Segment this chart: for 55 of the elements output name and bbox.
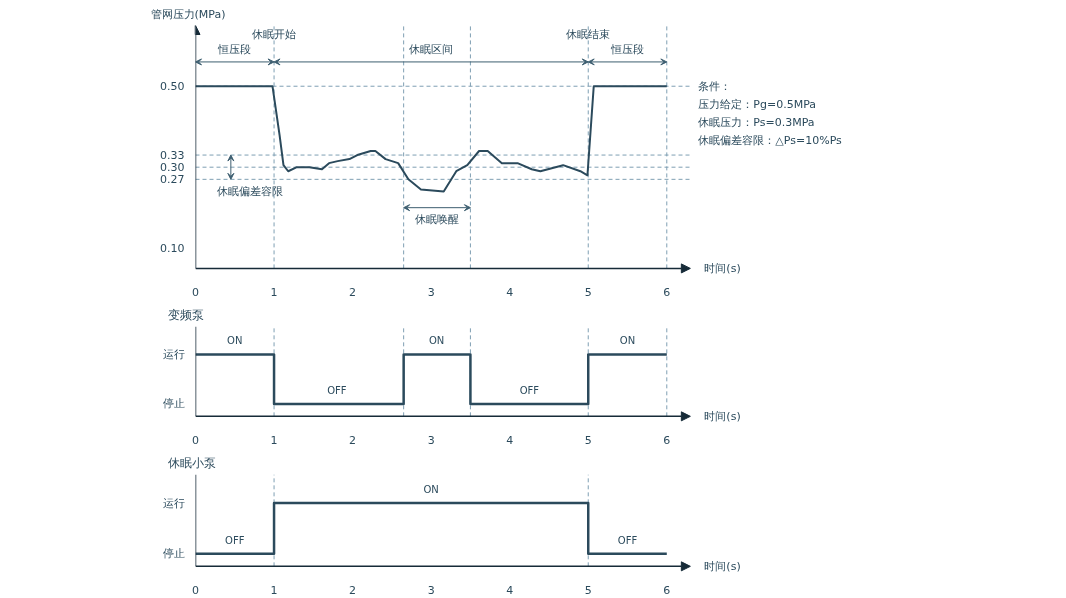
y-tick-label: 0.10 <box>160 242 185 256</box>
annotation: OFF <box>225 534 245 546</box>
y-tick-label: 0.50 <box>160 80 185 94</box>
text: 停止 <box>162 547 185 561</box>
annotation: ON <box>428 335 445 347</box>
text: 条件： <box>698 79 732 93</box>
x-tick-label: 4 <box>506 433 514 447</box>
x-tick-label: 1 <box>270 285 278 299</box>
x-axis-title: 时间(s) <box>704 559 741 573</box>
x-tick-label: 3 <box>427 583 435 597</box>
x-tick-label: 6 <box>663 583 671 597</box>
annotation: 恒压段 <box>610 42 645 56</box>
x-tick-label: 0 <box>192 433 199 447</box>
annotation: ON <box>619 335 636 347</box>
x-tick-label: 0 <box>192 583 199 597</box>
annotation: ON <box>227 335 243 347</box>
x-tick-label: 3 <box>427 285 435 299</box>
x-tick-label: 2 <box>349 433 357 447</box>
x-tick-label: 2 <box>349 285 357 299</box>
x-tick-label: 2 <box>349 583 357 597</box>
x-tick-label: 1 <box>270 583 278 597</box>
annotation: 恒压段 <box>217 42 252 56</box>
y-tick-label: 0.27 <box>160 173 185 187</box>
text: 压力给定：Pg=0.5MPa <box>698 97 817 111</box>
y-tick-label: 0.30 <box>160 161 185 175</box>
x-axis-title: 时间(s) <box>704 409 741 423</box>
y-tick-label: 0.33 <box>160 149 185 163</box>
x-tick-label: 3 <box>427 433 435 447</box>
x-tick-label: 4 <box>506 285 514 299</box>
annotation: 休眠偏差容限 <box>216 185 283 199</box>
annotation: ON <box>423 484 439 495</box>
ref-line-label: 休眠结束 <box>566 27 611 41</box>
annotation: OFF <box>519 384 540 396</box>
text: 休眠偏差容限：△Ps=10%Ps <box>698 134 843 148</box>
annotation: 休眠区间 <box>409 42 454 56</box>
x-tick-label: 6 <box>663 433 671 447</box>
x-tick-label: 1 <box>270 433 278 447</box>
x-axis-title: 时间(s) <box>704 261 741 275</box>
x-tick-label: 5 <box>584 433 592 447</box>
annotation: 休眠唤醒 <box>415 212 460 226</box>
text: 运行 <box>162 347 185 361</box>
x-tick-label: 0 <box>192 285 199 299</box>
x-tick-label: 5 <box>584 285 592 299</box>
x-tick-label: 4 <box>506 583 514 597</box>
text: 停止 <box>162 397 185 411</box>
ref-line-label: 休眠开始 <box>252 27 297 41</box>
text: 休眠压力：Ps=0.3MPa <box>698 116 815 130</box>
chart-title: 变频泵 <box>167 307 204 322</box>
annotation: OFF <box>617 534 638 546</box>
x-tick-label: 5 <box>584 583 592 597</box>
x-tick-label: 6 <box>663 285 671 299</box>
text: 运行 <box>162 496 185 510</box>
y-axis-title: 管网压力(MPa) <box>150 7 226 21</box>
chart-title: 休眠小泵 <box>167 455 216 470</box>
annotation: OFF <box>327 384 347 396</box>
